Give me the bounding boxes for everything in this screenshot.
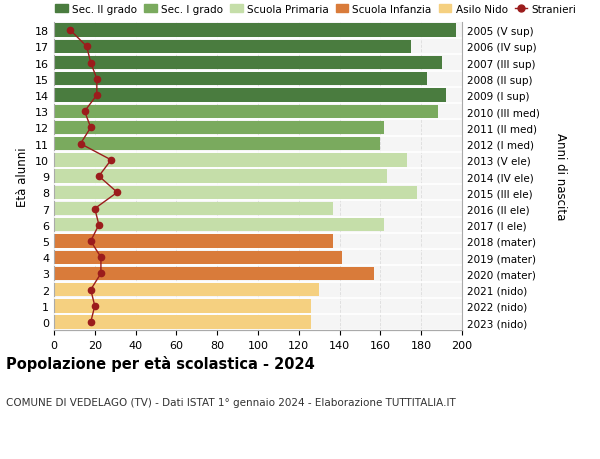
Bar [54,251,341,264]
Bar [54,283,319,297]
Y-axis label: Anni di nascita: Anni di nascita [554,133,566,220]
Bar [54,89,446,102]
Bar [54,267,374,280]
Legend: Sec. II grado, Sec. I grado, Scuola Primaria, Scuola Infanzia, Asilo Nido, Stran: Sec. II grado, Sec. I grado, Scuola Prim… [55,5,577,15]
Y-axis label: Età alunni: Età alunni [16,147,29,207]
Bar [54,316,311,329]
Bar [54,73,427,86]
Bar [54,300,311,313]
Bar [54,138,380,151]
Bar [54,122,385,135]
Bar [54,105,437,118]
Bar [54,170,386,183]
Bar [54,40,411,54]
Bar [54,218,385,232]
Bar [54,235,334,248]
Bar [54,57,442,70]
Bar [54,154,407,167]
Text: COMUNE DI VEDELAGO (TV) - Dati ISTAT 1° gennaio 2024 - Elaborazione TUTTITALIA.I: COMUNE DI VEDELAGO (TV) - Dati ISTAT 1° … [6,397,456,407]
Bar [54,24,456,38]
Bar [54,202,334,216]
Bar [54,186,417,200]
Text: Popolazione per età scolastica - 2024: Popolazione per età scolastica - 2024 [6,356,315,372]
